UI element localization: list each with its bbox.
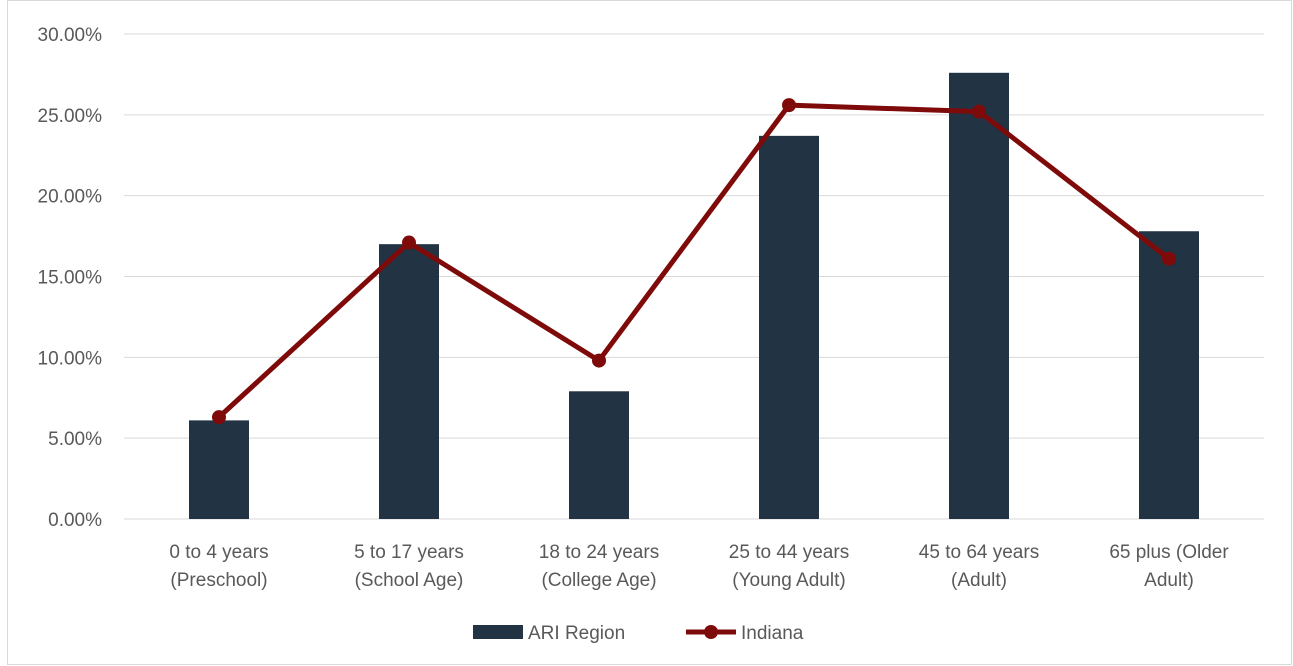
x-axis-ticks: 0 to 4 years (Preschool) 5 to 17 years (Sch… [169, 542, 1229, 591]
legend-swatch-indiana-marker [704, 625, 718, 639]
x-tick-label: 65 plus (Older [1109, 542, 1229, 563]
y-tick-label: 0.00% [48, 510, 102, 531]
y-tick-label: 15.00% [38, 268, 103, 289]
x-tick-label: (Young Adult) [732, 570, 845, 591]
x-tick-label: (College Age) [541, 570, 656, 591]
bar-ari-region [189, 420, 249, 519]
bar-ari-region [569, 391, 629, 519]
indiana-point [592, 354, 606, 368]
x-tick-label: 0 to 4 years [169, 542, 268, 563]
x-tick-label: Adult) [1144, 570, 1194, 591]
y-axis-ticks: 0.00% 5.00% 10.00% 15.00% 20.00% 25.00% 30.00% [38, 25, 103, 531]
bar-ari-region [1139, 231, 1199, 519]
bar-ari-region [949, 73, 1009, 519]
indiana-point [782, 98, 796, 112]
x-tick-label: (Adult) [951, 570, 1007, 591]
gridlines [124, 34, 1264, 519]
indiana-point [212, 410, 226, 424]
legend-label-indiana: Indiana [741, 623, 804, 644]
x-tick-label: (Preschool) [170, 570, 267, 591]
indiana-line [212, 98, 1176, 424]
x-tick-label: 45 to 64 years [919, 542, 1039, 563]
indiana-series-line [219, 105, 1169, 417]
legend-swatch-ari-region [473, 625, 523, 639]
bar-ari-region [379, 244, 439, 519]
x-tick-label: 5 to 17 years [354, 542, 464, 563]
indiana-point [972, 105, 986, 119]
legend: ARI Region Indiana [473, 623, 804, 644]
bar-ari-region [759, 136, 819, 519]
x-tick-label: 25 to 44 years [729, 542, 849, 563]
indiana-point [1162, 252, 1176, 266]
bars [189, 73, 1199, 519]
x-tick-label: (School Age) [355, 570, 464, 591]
indiana-point [402, 236, 416, 250]
x-tick-label: 18 to 24 years [539, 542, 659, 563]
legend-label-ari-region: ARI Region [528, 623, 625, 644]
y-tick-label: 20.00% [38, 187, 103, 208]
y-tick-label: 30.00% [38, 25, 103, 46]
y-tick-label: 5.00% [48, 429, 102, 450]
y-tick-label: 25.00% [38, 106, 103, 127]
y-tick-label: 10.00% [38, 348, 103, 369]
